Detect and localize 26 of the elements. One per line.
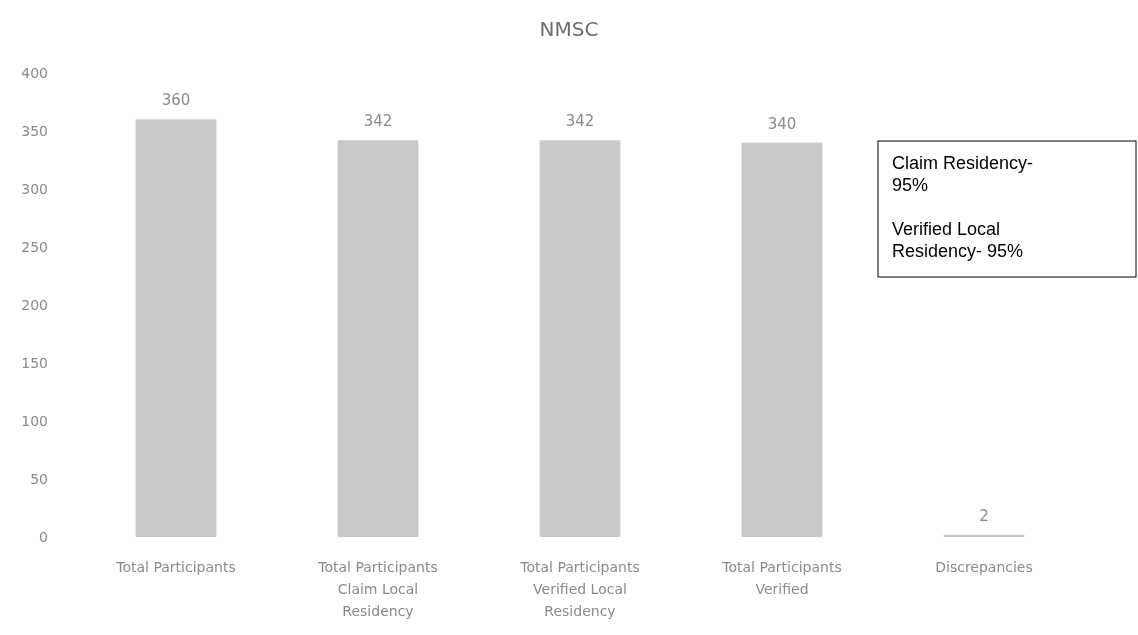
x-tick-label: Total Participants Verified Local Residency	[519, 559, 640, 619]
x-tick-label: Total Participants Claim Local Residency	[317, 559, 438, 619]
data-label: 342	[565, 112, 595, 131]
y-tick-label: 200	[21, 296, 48, 313]
data-label: 2	[979, 506, 989, 525]
x-tick-label: Discrepancies	[935, 559, 1033, 575]
y-tick-label: 50	[30, 470, 48, 487]
bar	[135, 119, 217, 537]
y-tick-label: 400	[21, 64, 48, 81]
x-tick-label: Total Participants	[115, 559, 236, 575]
data-label: 360	[161, 91, 191, 110]
y-tick-label: 300	[21, 180, 48, 197]
bar	[741, 142, 823, 537]
y-tick-label: 0	[39, 528, 48, 545]
data-label: 340	[767, 114, 797, 133]
annotation: Claim Residency- 95%	[892, 153, 1034, 195]
y-tick-label: 100	[21, 412, 48, 429]
annotation: Verified Local Residency- 95%	[892, 219, 1024, 261]
x-tick-label: Total Participants Verified	[721, 559, 842, 597]
y-tick-label: 250	[21, 238, 48, 255]
bar	[337, 140, 419, 537]
data-label: 342	[363, 112, 393, 131]
y-tick-label: 150	[21, 354, 48, 371]
bar	[539, 140, 621, 537]
chart-title: NMSC	[539, 17, 599, 41]
y-tick-label: 350	[21, 122, 48, 139]
